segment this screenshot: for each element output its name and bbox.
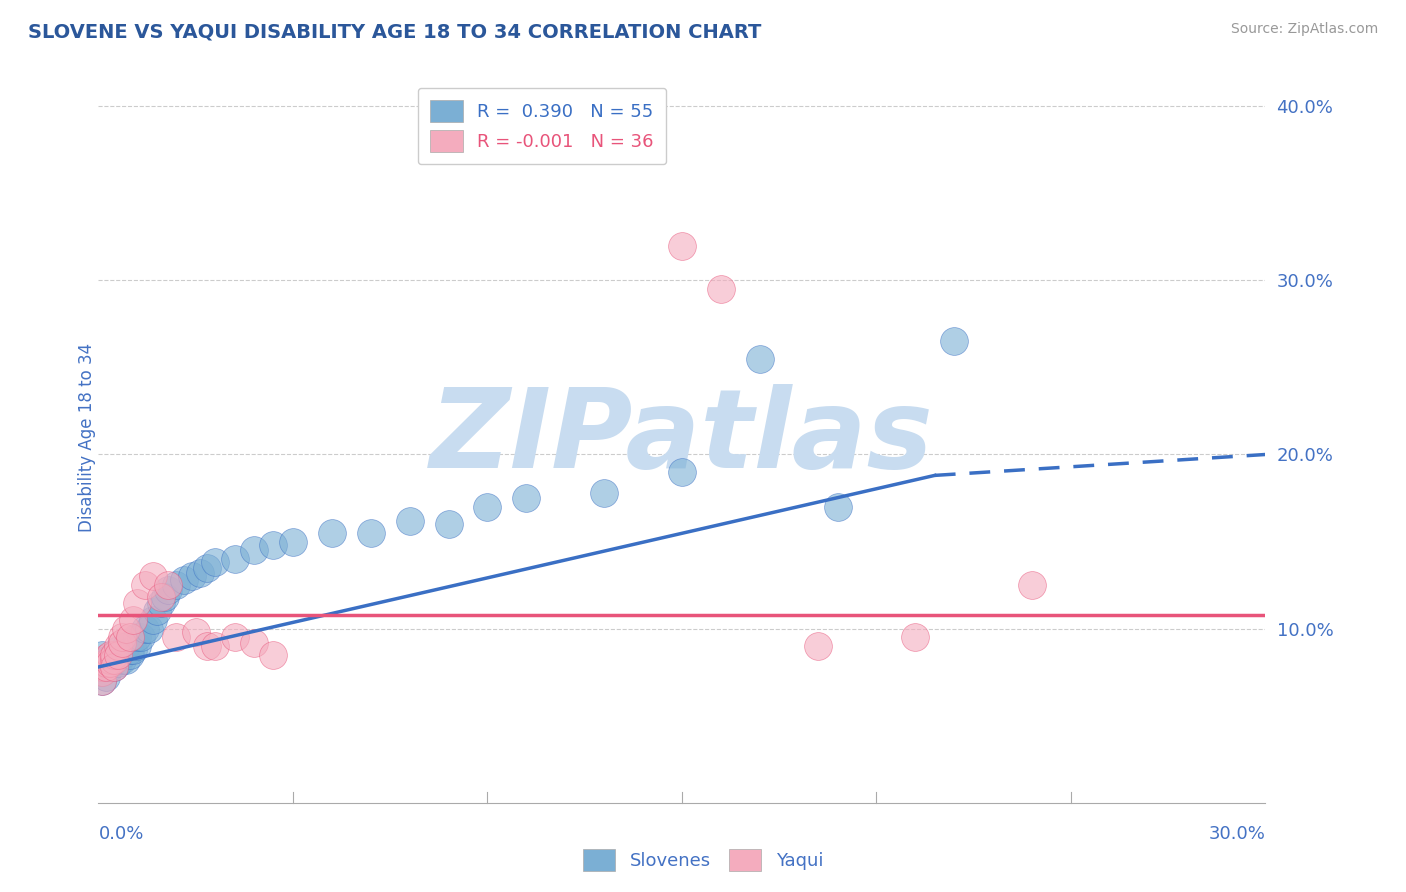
Point	[111, 653, 134, 667]
Point	[827, 500, 849, 514]
Point	[153, 591, 176, 605]
Point	[127, 595, 149, 609]
Point	[96, 660, 118, 674]
Point	[118, 648, 141, 662]
Text: 30.0%: 30.0%	[1209, 825, 1265, 843]
Point	[127, 631, 149, 645]
Point	[91, 648, 114, 662]
Point	[111, 631, 134, 645]
Point	[165, 631, 187, 645]
Point	[180, 569, 202, 583]
Point	[114, 653, 136, 667]
Point	[157, 578, 180, 592]
Point	[91, 660, 114, 674]
Point	[134, 578, 156, 592]
Point	[91, 665, 114, 680]
Point	[165, 578, 187, 592]
Point	[321, 525, 343, 540]
Point	[671, 238, 693, 252]
Point	[943, 334, 966, 349]
Point	[107, 642, 129, 657]
Point	[204, 556, 226, 570]
Point	[593, 485, 616, 500]
Point	[281, 534, 304, 549]
Point	[91, 665, 114, 680]
Point	[103, 660, 125, 674]
Point	[904, 631, 927, 645]
Point	[96, 657, 118, 671]
Point	[243, 543, 266, 558]
Point	[103, 660, 125, 674]
Point	[91, 657, 114, 671]
Point	[149, 591, 172, 605]
Point	[243, 635, 266, 649]
Point	[204, 639, 226, 653]
Point	[96, 657, 118, 671]
Point	[107, 657, 129, 671]
Y-axis label: Disability Age 18 to 34: Disability Age 18 to 34	[79, 343, 96, 532]
Point	[138, 622, 160, 636]
Point	[807, 639, 830, 653]
Point	[129, 631, 152, 645]
Point	[118, 642, 141, 657]
Point	[103, 648, 125, 662]
Point	[122, 642, 145, 657]
Point	[360, 525, 382, 540]
Point	[114, 622, 136, 636]
Point	[118, 631, 141, 645]
Point	[98, 648, 121, 662]
Point	[671, 465, 693, 479]
Point	[224, 552, 246, 566]
Text: ZIPatlas: ZIPatlas	[430, 384, 934, 491]
Point	[195, 560, 218, 574]
Point	[157, 583, 180, 598]
Point	[111, 648, 134, 662]
Point	[98, 657, 121, 671]
Point	[127, 639, 149, 653]
Point	[477, 500, 499, 514]
Point	[96, 653, 118, 667]
Point	[98, 651, 121, 665]
Point	[149, 595, 172, 609]
Point	[146, 604, 169, 618]
Point	[111, 635, 134, 649]
Point	[184, 625, 207, 640]
Point	[91, 673, 114, 688]
Point	[1021, 578, 1043, 592]
Point	[195, 639, 218, 653]
Text: Source: ZipAtlas.com: Source: ZipAtlas.com	[1230, 22, 1378, 37]
Legend: Slovenes, Yaqui: Slovenes, Yaqui	[575, 842, 831, 879]
Point	[142, 569, 165, 583]
Point	[98, 660, 121, 674]
Point	[398, 514, 420, 528]
Point	[103, 653, 125, 667]
Text: 0.0%: 0.0%	[98, 825, 143, 843]
Point	[710, 282, 733, 296]
Point	[122, 613, 145, 627]
Point	[96, 660, 118, 674]
Point	[188, 566, 211, 580]
Point	[142, 613, 165, 627]
Point	[515, 491, 537, 505]
Point	[96, 670, 118, 684]
Point	[91, 673, 114, 688]
Text: SLOVENE VS YAQUI DISABILITY AGE 18 TO 34 CORRELATION CHART: SLOVENE VS YAQUI DISABILITY AGE 18 TO 34…	[28, 22, 762, 41]
Point	[107, 648, 129, 662]
Point	[224, 631, 246, 645]
Point	[96, 651, 118, 665]
Point	[262, 538, 284, 552]
Point	[107, 648, 129, 662]
Point	[107, 639, 129, 653]
Point	[103, 653, 125, 667]
Point	[437, 517, 460, 532]
Point	[262, 648, 284, 662]
Point	[98, 653, 121, 667]
Point	[114, 639, 136, 653]
Point	[98, 657, 121, 671]
Point	[134, 622, 156, 636]
Point	[103, 648, 125, 662]
Point	[173, 573, 195, 587]
Point	[748, 351, 770, 366]
Legend: R =  0.390   N = 55, R = -0.001   N = 36: R = 0.390 N = 55, R = -0.001 N = 36	[418, 87, 666, 164]
